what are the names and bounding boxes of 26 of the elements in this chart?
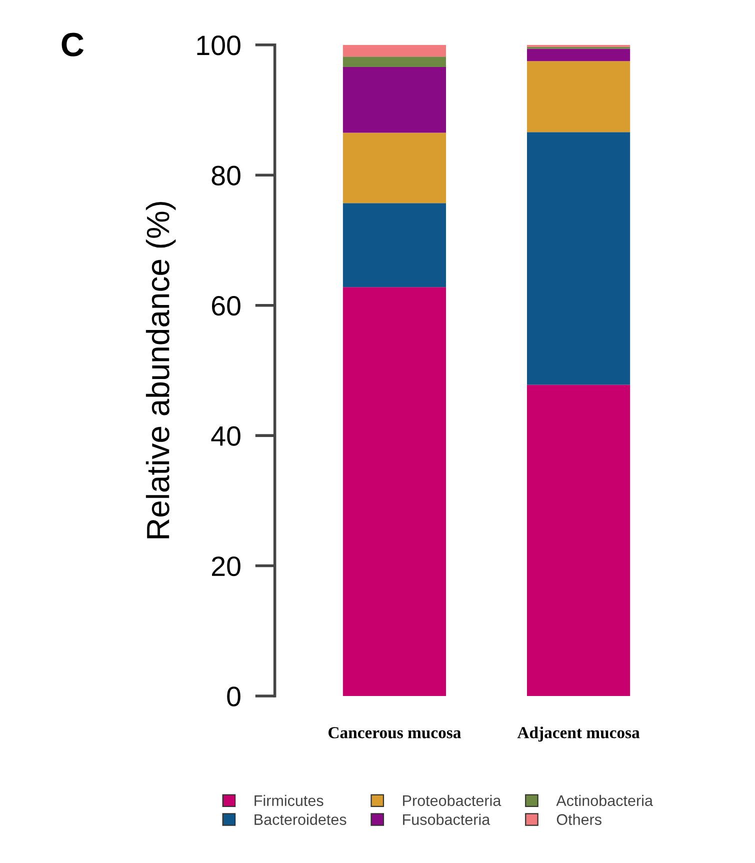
bar: [342, 203, 446, 288]
y-tick-label: 20: [212, 556, 240, 576]
legend-label: Proteobacteria: [403, 794, 502, 806]
bar: [342, 67, 446, 133]
y-tick-label: 80: [212, 166, 240, 186]
text: C: [62, 32, 84, 56]
bar: [526, 384, 630, 696]
legend-label: Actinobacteria: [556, 794, 653, 806]
bar: [342, 56, 446, 68]
y-tick-label: 60: [212, 296, 240, 316]
bar: [526, 48, 630, 62]
y-axis-title: Relative abundance (%): [146, 202, 176, 538]
legend-label: Firmicutes: [254, 794, 324, 806]
y-tick-label: 100: [197, 36, 240, 56]
legend-label: Others: [556, 814, 602, 825]
bar: [342, 287, 446, 696]
x-tick-label: Cancerous mucosa: [328, 727, 461, 738]
bar: [526, 61, 630, 132]
bar: [342, 132, 446, 204]
y-tick-label: 40: [211, 426, 240, 446]
bar: [342, 44, 446, 57]
legend-label: Fusobacteria: [403, 814, 490, 825]
legend-label: Bacteroidetes: [254, 814, 346, 825]
bar: [526, 132, 630, 385]
x-tick-label: Adjacent mucosa: [517, 726, 640, 742]
y-tick-label: 0: [227, 686, 240, 706]
